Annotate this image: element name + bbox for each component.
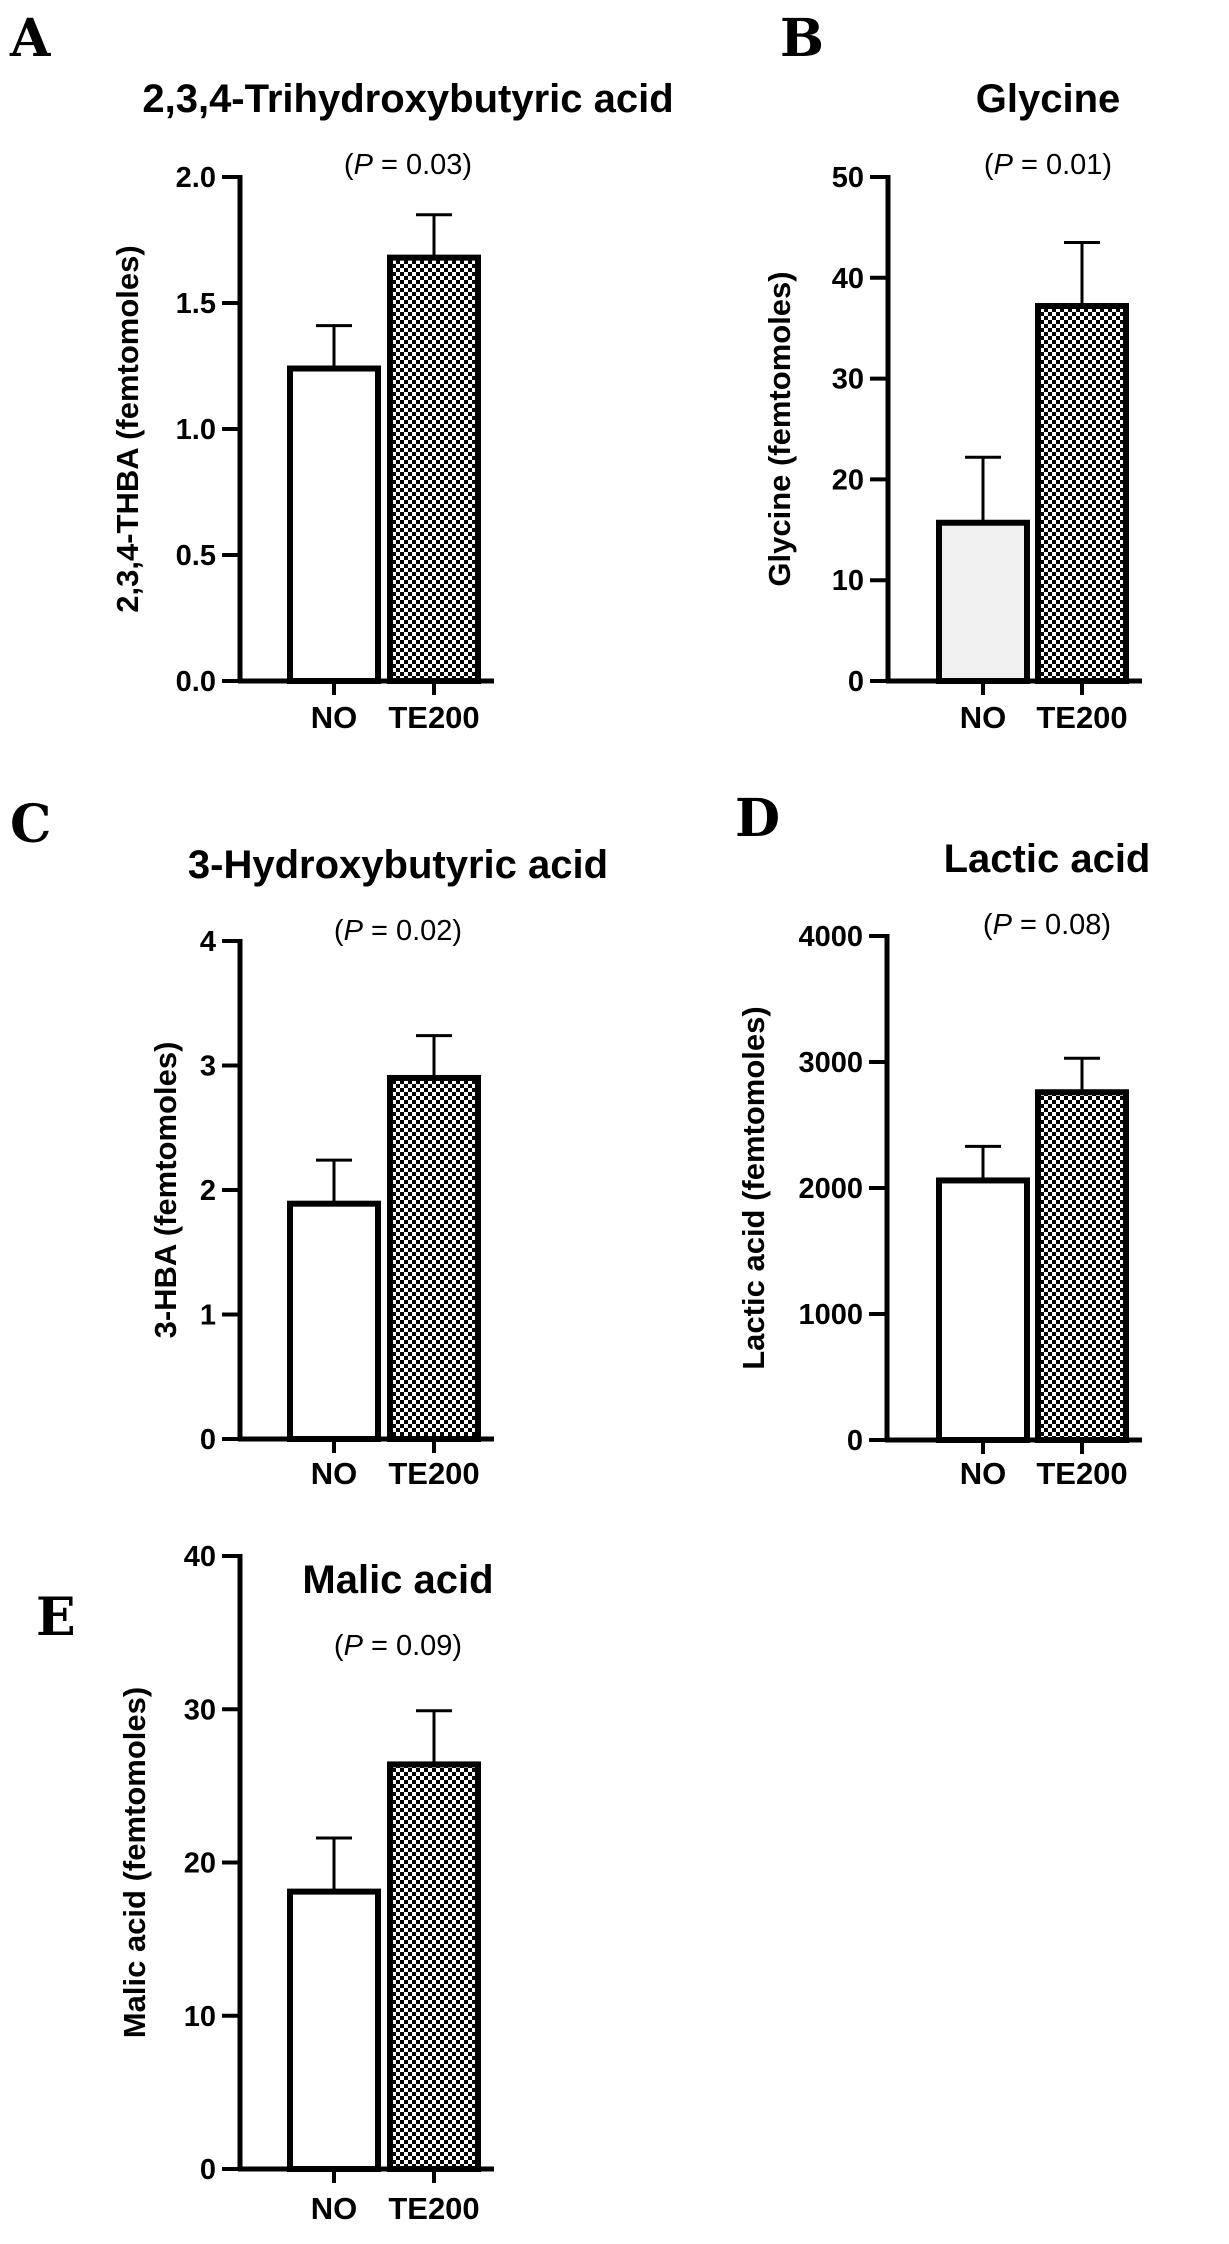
bar-te200 xyxy=(387,1074,481,1442)
chart-panel-b: B Glycine (P = 0.01) Glycine (femtomoles) NO… xyxy=(762,8,1142,735)
y-tick-label: 4 xyxy=(200,926,216,958)
y-tick-label: 2 xyxy=(200,1175,216,1207)
panel-letter: A xyxy=(9,8,51,69)
p-value-open: ( xyxy=(344,149,354,181)
p-value-text: = 0.03) xyxy=(373,149,472,181)
category-label: NO xyxy=(960,700,1007,735)
chart-title: Lactic acid xyxy=(944,837,1151,881)
bar-no xyxy=(287,1200,381,1442)
p-value-annotation: (P = 0.03) xyxy=(344,149,472,181)
panel-letter: E xyxy=(36,1587,76,1648)
y-tick-label: 40 xyxy=(184,1541,216,1573)
p-value-symbol: P xyxy=(344,1630,364,1662)
chart-title: Glycine xyxy=(976,77,1121,121)
p-value-annotation: (P = 0.09) xyxy=(334,1630,462,1662)
chart-title: Malic acid xyxy=(302,1558,493,1602)
y-tick-label: 2000 xyxy=(798,1173,863,1205)
y-axis-label: Lactic acid (femtomoles) xyxy=(736,1006,771,1369)
category-label: NO xyxy=(960,1456,1007,1491)
p-value-text: = 0.08) xyxy=(1012,909,1111,941)
y-tick-label: 1.0 xyxy=(176,414,216,446)
chart-panel-a: A 2,3,4-Trihydroxybutyric acid (P = 0.03) 2… xyxy=(9,8,674,735)
y-tick-label: 1 xyxy=(200,1300,216,1332)
y-tick-label: 0.0 xyxy=(176,666,216,698)
y-axis-label: Malic acid (femtomoles) xyxy=(117,1687,152,2038)
p-value-annotation: (P = 0.08) xyxy=(983,909,1111,941)
y-tick-label: 3000 xyxy=(798,1047,863,1079)
bar-no xyxy=(936,1177,1030,1443)
category-label: NO xyxy=(311,1456,358,1491)
y-tick-label: 1000 xyxy=(798,1299,863,1331)
panel-letter: C xyxy=(10,794,51,855)
p-value-symbol: P xyxy=(354,149,374,181)
y-tick-label: 1.5 xyxy=(176,288,216,320)
y-tick-label: 10 xyxy=(184,2001,216,2033)
chart-panel-e: E Malic acid (P = 0.09) Malic acid (femtomo… xyxy=(36,1541,494,2226)
p-value-text: = 0.09) xyxy=(363,1630,462,1662)
p-value-symbol: P xyxy=(344,915,364,947)
bar-te200 xyxy=(387,1761,481,2173)
y-tick-label: 3 xyxy=(200,1051,216,1083)
category-label: TE200 xyxy=(388,1456,479,1491)
bar-te200 xyxy=(1035,303,1129,684)
y-tick-label: 20 xyxy=(832,464,864,496)
category-label: TE200 xyxy=(1036,1456,1127,1491)
bar-te200 xyxy=(1035,1089,1129,1443)
chart-panels: A2,3,4-Trihydroxybutyric acid(P = 0.03)2… xyxy=(9,8,1150,2226)
y-tick-label: 4000 xyxy=(798,921,863,953)
y-tick-label: 0.5 xyxy=(176,540,216,572)
category-label: TE200 xyxy=(1036,700,1127,735)
y-tick-label: 0 xyxy=(200,1424,216,1456)
y-axis-label: 3-HBA (femtomoles) xyxy=(148,1042,183,1339)
bar-no xyxy=(287,1888,381,2173)
y-tick-label: 2.0 xyxy=(176,162,216,194)
y-tick-label: 0 xyxy=(847,1425,863,1457)
p-value-text: = 0.01) xyxy=(1013,149,1112,181)
y-axis-label: Glycine (femtomoles) xyxy=(762,271,797,586)
bar-no xyxy=(936,519,1030,685)
category-label: TE200 xyxy=(388,700,479,735)
p-value-annotation: (P = 0.01) xyxy=(984,149,1112,181)
p-value-open: ( xyxy=(334,915,344,947)
y-tick-label: 0 xyxy=(200,2154,216,2186)
chart-title: 2,3,4-Trihydroxybutyric acid xyxy=(142,77,673,121)
p-value-symbol: P xyxy=(994,149,1014,181)
p-value-symbol: P xyxy=(993,909,1013,941)
category-label: TE200 xyxy=(388,2191,479,2226)
bar-te200 xyxy=(387,254,481,684)
p-value-open: ( xyxy=(983,909,993,941)
p-value-annotation: (P = 0.02) xyxy=(334,915,462,947)
y-tick-label: 30 xyxy=(184,1694,216,1726)
y-tick-label: 50 xyxy=(832,162,864,194)
p-value-open: ( xyxy=(984,149,994,181)
chart-title: 3-Hydroxybutyric acid xyxy=(188,843,608,887)
y-tick-label: 0 xyxy=(848,666,864,698)
category-label: NO xyxy=(311,700,358,735)
y-tick-label: 40 xyxy=(832,263,864,295)
bar-no xyxy=(287,365,381,684)
chart-panel-d: D Lactic acid (P = 0.08) Lactic acid (femto… xyxy=(735,788,1150,1491)
y-axis-label: 2,3,4-THBA (femtomoles) xyxy=(110,245,145,612)
p-value-text: = 0.02) xyxy=(363,915,462,947)
y-tick-label: 20 xyxy=(184,1848,216,1880)
panel-letter: B xyxy=(780,8,824,69)
category-label: NO xyxy=(311,2191,358,2226)
panel-letter: D xyxy=(735,788,780,849)
p-value-open: ( xyxy=(334,1630,344,1662)
y-tick-label: 30 xyxy=(832,364,864,396)
y-tick-label: 10 xyxy=(832,565,864,597)
chart-panel-c: C 3-Hydroxybutyric acid (P = 0.02) 3-HBA (f… xyxy=(10,794,608,1491)
